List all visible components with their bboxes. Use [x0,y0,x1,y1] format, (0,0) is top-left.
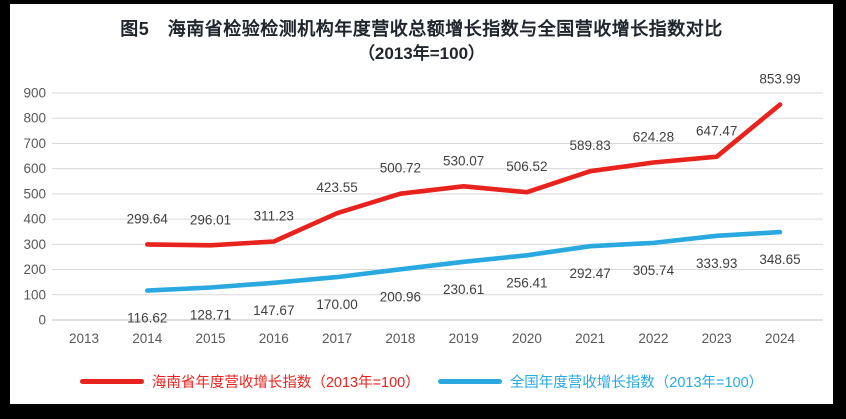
data-label-series1: 333.93 [696,256,737,271]
x-tick-label: 2014 [132,331,163,346]
data-label-series1: 170.00 [316,297,357,312]
data-label-series0: 299.64 [127,211,169,226]
x-tick-label: 2024 [765,331,796,346]
data-label-series0: 296.01 [190,212,231,227]
y-tick-label: 700 [23,136,46,151]
legend-label-national: 全国年度营收增长指数（2013年=100） [509,375,764,391]
x-tick-label: 2023 [702,331,732,346]
series-line-0 [145,102,783,248]
y-tick-label: 200 [23,262,46,277]
x-tick-label: 2017 [322,331,352,346]
y-tick-label: 600 [23,161,46,176]
y-tick-label: 900 [23,86,46,101]
data-label-series0: 506.52 [506,159,547,174]
chart-panel [10,4,833,404]
data-label-series0: 423.55 [316,180,357,195]
y-tick-label: 0 [38,313,46,328]
legend-swatch-national-line [437,379,502,384]
x-tick-label: 2020 [512,331,542,346]
data-label-series1: 116.62 [127,311,167,326]
data-label-series1: 348.65 [759,252,800,267]
y-tick-label: 400 [23,212,46,227]
chart-title: 图5 海南省检验检测机构年度营收总额增长指数与全国营收增长指数对比 [120,19,723,39]
legend-label-hainan: 海南省年度营收增长指数（2013年=100） [151,375,420,391]
data-label-series1: 256.41 [506,275,547,290]
data-label-series1: 230.61 [443,282,484,297]
legend-item-national: 全国年度营收增长指数（2013年=100） [437,371,764,392]
y-tick-label: 800 [23,111,46,126]
y-tick-label: 300 [23,237,46,252]
data-label-series0: 647.47 [696,124,737,139]
y-tick-label: 500 [23,186,46,201]
series-line-1 [145,229,783,293]
legend-swatch-hainan-line [79,379,144,384]
x-tick-label: 2013 [69,331,99,346]
data-label-series0: 530.07 [443,153,484,168]
x-tick-label: 2021 [575,331,605,346]
x-tick-label: 2022 [638,331,668,346]
data-label-series0: 624.28 [633,130,674,145]
data-label-series0: 589.83 [570,138,611,153]
x-tick-label: 2019 [449,331,479,346]
legend: 海南省年度营收增长指数（2013年=100） 全国年度营收增长指数（2013年=… [10,371,833,392]
chart-subtitle: （2013年=100） [357,44,486,63]
data-label-series1: 128.71 [190,308,231,323]
data-label-series1: 305.74 [633,263,675,278]
data-label-series1: 292.47 [570,266,611,281]
y-tick-label: 100 [23,287,46,302]
data-label-series1: 147.67 [253,303,294,318]
x-tick-label: 2018 [385,331,415,346]
data-label-series0: 853.99 [759,72,800,87]
x-tick-label: 2016 [259,331,289,346]
legend-item-hainan: 海南省年度营收增长指数（2013年=100） [79,371,420,392]
data-label-series1: 200.96 [380,289,421,304]
data-label-series0: 500.72 [380,161,421,176]
data-label-series0: 311.23 [254,209,294,224]
x-tick-label: 2015 [196,331,226,346]
